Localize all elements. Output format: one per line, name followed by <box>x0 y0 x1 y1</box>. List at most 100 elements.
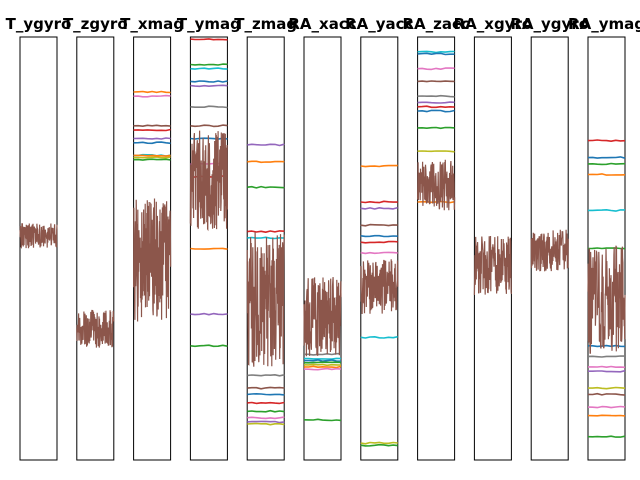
panel-5: T_zmag <box>234 15 297 461</box>
series-line <box>417 80 455 83</box>
noise-series-line <box>587 245 626 354</box>
series-line <box>417 150 455 153</box>
panel-title: RA_ygyro <box>510 15 589 33</box>
series-line <box>133 156 171 159</box>
series-line <box>133 90 171 94</box>
series-line <box>303 361 342 364</box>
series-line <box>247 236 285 240</box>
panel-title: RA_xgyro <box>454 15 533 33</box>
series-line <box>587 173 626 176</box>
series-line <box>587 156 626 159</box>
series-line <box>303 367 342 371</box>
series-line <box>360 223 398 227</box>
series-line <box>360 234 398 238</box>
panel-1: T_ygyro <box>6 15 72 461</box>
series-line <box>587 405 626 409</box>
panel-frame <box>360 36 399 461</box>
panel-frame <box>303 36 342 461</box>
series-line <box>304 357 342 360</box>
series-line <box>417 94 455 98</box>
series-line <box>417 109 455 113</box>
series-line <box>587 247 626 250</box>
panel-title: RA_ymag <box>568 15 640 33</box>
series-line <box>247 393 285 396</box>
noise-series-line <box>417 159 456 211</box>
series-line <box>190 38 228 41</box>
panel-title: RA_xacc <box>288 15 356 33</box>
noise-series-line <box>76 309 115 348</box>
series-line <box>587 435 626 438</box>
series-line <box>247 160 285 164</box>
series-line <box>247 416 285 420</box>
series-line <box>190 84 228 88</box>
series-line <box>588 365 626 369</box>
panel-3: T_xmag <box>120 15 184 461</box>
series-line <box>360 251 398 255</box>
series-line <box>360 164 398 168</box>
panel-title: T_xmag <box>120 15 184 33</box>
panels-layer: T_ygyroT_zgyroT_xmagT_ymagT_zmagRA_xaccR… <box>6 15 640 461</box>
panel-frame <box>417 36 456 461</box>
series-line <box>247 401 285 405</box>
series-line <box>360 335 398 339</box>
panel-8: RA_zacc <box>402 15 470 461</box>
series-line <box>133 158 171 161</box>
noise-series-line <box>189 130 228 232</box>
series-line <box>133 141 171 145</box>
series-line <box>303 418 342 422</box>
series-line <box>190 105 228 109</box>
series-line <box>133 124 171 127</box>
panel-2: T_zgyro <box>63 15 128 461</box>
noise-series-line <box>19 223 58 249</box>
series-line <box>190 344 228 348</box>
series-line <box>417 67 455 71</box>
panel-frame <box>19 36 58 461</box>
panel-title: RA_zacc <box>402 15 469 33</box>
panel-title: T_ygyro <box>6 15 72 33</box>
series-line <box>247 420 285 424</box>
series-line <box>588 386 626 390</box>
panel-title: T_zmag <box>234 15 297 33</box>
series-line <box>360 441 398 445</box>
series-line <box>587 414 626 417</box>
series-line <box>417 50 455 54</box>
series-line <box>587 139 626 142</box>
panel-10: RA_ygyro <box>510 15 589 461</box>
panel-6: RA_xacc <box>288 15 357 461</box>
series-line <box>190 312 228 316</box>
panel-frame <box>76 36 115 461</box>
series-line <box>247 409 285 413</box>
panel-title: RA_yacc <box>345 15 413 33</box>
series-line <box>247 386 285 390</box>
series-line <box>304 359 342 362</box>
noise-series-line <box>473 235 512 296</box>
panel-title: T_zgyro <box>63 15 128 33</box>
series-line <box>190 67 228 70</box>
series-line <box>587 355 626 358</box>
series-line <box>587 392 626 396</box>
series-line <box>247 143 285 147</box>
series-line <box>360 200 398 204</box>
series-line <box>303 363 342 367</box>
series-line <box>247 185 285 189</box>
panel-4: T_ymag <box>177 15 241 461</box>
noise-series-line <box>246 232 285 367</box>
series-line <box>303 365 342 369</box>
series-line <box>190 247 228 250</box>
series-line <box>588 344 626 348</box>
panel-11: RA_ymag <box>568 15 640 461</box>
panel-7: RA_yacc <box>345 15 413 461</box>
series-line <box>247 230 285 233</box>
series-line <box>133 128 171 132</box>
noise-series-line <box>303 277 342 357</box>
series-line <box>190 80 228 83</box>
series-line <box>588 369 626 373</box>
series-line <box>133 137 171 140</box>
series-line <box>190 124 228 128</box>
series-line <box>360 240 398 244</box>
noise-series-line <box>133 198 172 322</box>
series-line <box>247 422 285 426</box>
series-line <box>360 206 399 210</box>
series-line <box>247 374 285 377</box>
